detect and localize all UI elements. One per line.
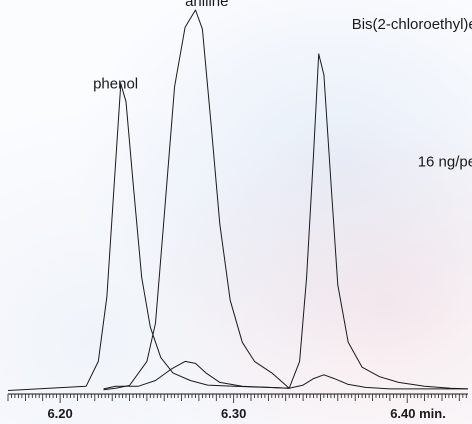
x-tick-label: 6.20 (47, 406, 72, 421)
peak-label-bis-2-chloroethyl-ether: Bis(2-chloroethyl)ether (352, 16, 472, 33)
x-tick-label: 6.30 (221, 406, 246, 421)
traces (7, 9, 469, 391)
peak-label-aniline: aniline (185, 0, 228, 10)
x-axis: 6.20 6.30 6.40 min. (7, 393, 468, 421)
annotations: phenol aniline Bis(2-chloroethyl)ether 16 n… (93, 0, 472, 171)
trace-minor-3 (103, 360, 290, 390)
trace-minor-4 (289, 374, 468, 390)
x-tick-label: 6.40 min. (390, 406, 446, 421)
trace-aniline (103, 9, 290, 391)
trace-bis-2-chloroethyl-ether (288, 53, 469, 390)
trace-phenol (7, 83, 290, 391)
peak-label-phenol: phenol (93, 75, 138, 92)
peak-label-16-ng-peak: 16 ng/peak (418, 154, 472, 171)
